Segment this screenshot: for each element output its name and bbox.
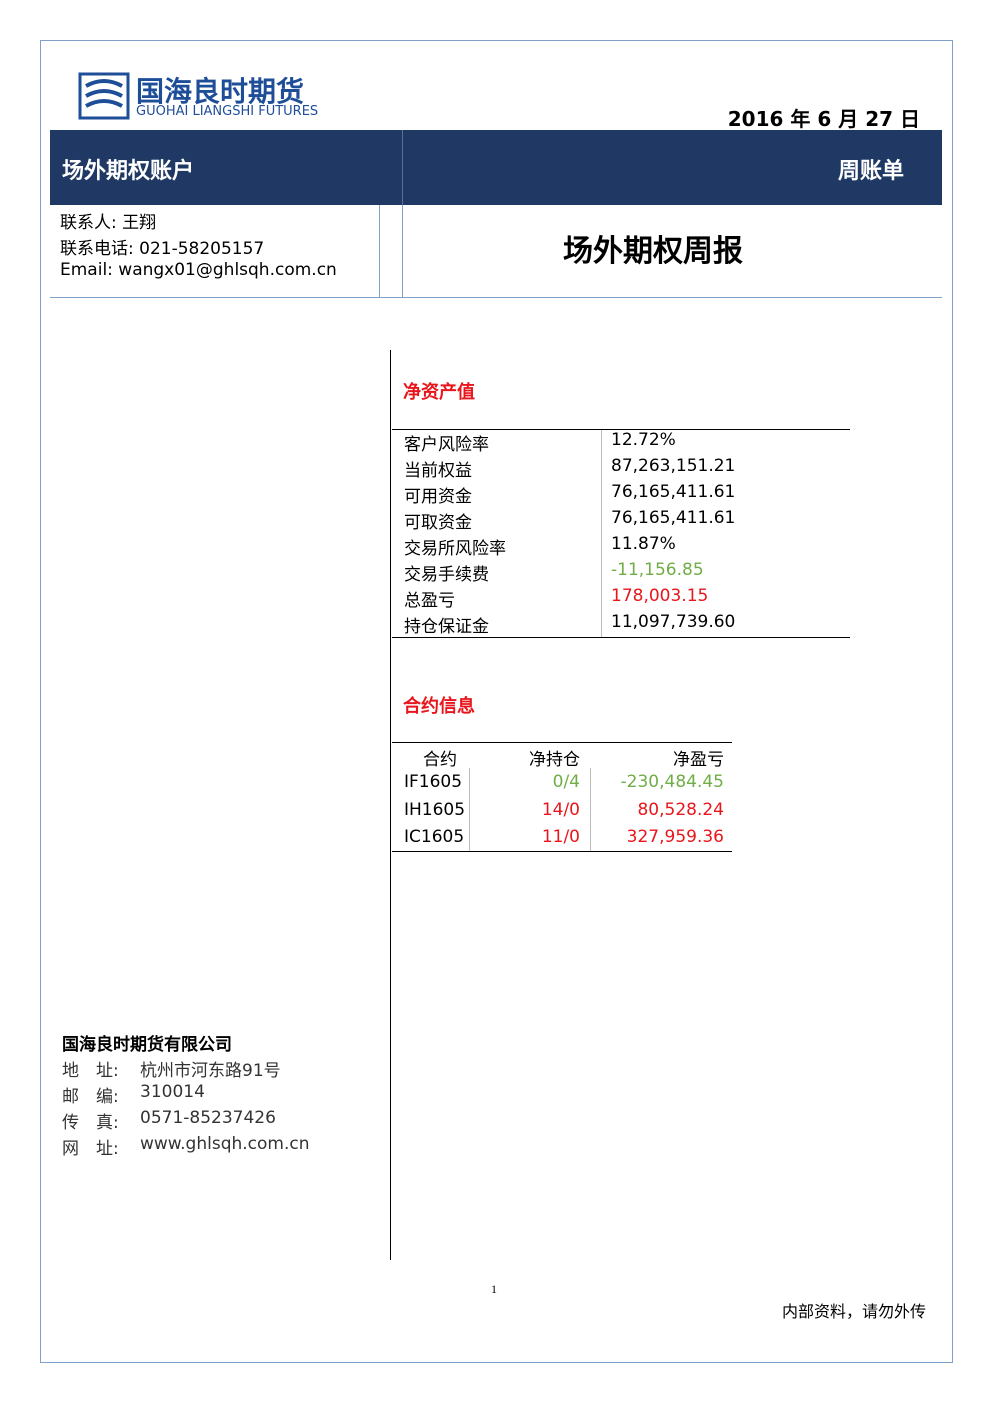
column-header: 净盈亏: [673, 750, 724, 770]
contact-line: Email: wangx01@ghlsqh.com.cn: [60, 260, 337, 280]
banner-divider: [402, 130, 403, 205]
section-title: 净资产值: [403, 382, 475, 403]
banner-right: 周账单: [837, 159, 904, 184]
banner-left: 场外期权账户: [62, 159, 195, 184]
report-title: 场外期权周报: [563, 234, 743, 269]
company-value: 310014: [140, 1082, 205, 1102]
row-label: 交易手续费: [404, 565, 489, 585]
table-rule: [601, 430, 602, 637]
contract-position: 0/4: [552, 772, 580, 792]
table-rule: [392, 429, 850, 430]
row-value: 11.87%: [611, 534, 676, 554]
contract-pnl: 80,528.24: [637, 799, 724, 820]
row-value: 11,097,739.60: [611, 612, 736, 632]
company-label: 网 址:: [62, 1139, 119, 1159]
contract-pnl: -230,484.45: [620, 772, 724, 792]
row-value: 76,165,411.61: [611, 508, 736, 528]
divider: [379, 205, 380, 298]
page-border: [40, 40, 953, 1363]
company-label: 地 址:: [62, 1061, 119, 1081]
contract-position: 11/0: [541, 827, 580, 847]
row-label: 交易所风险率: [404, 539, 506, 559]
column-divider: [390, 350, 391, 1260]
logo-en: GUOHAI LIANGSHI FUTURES: [136, 104, 319, 119]
table-rule: [392, 742, 732, 743]
contract-position: 14/0: [541, 799, 580, 820]
logo-icon: [78, 72, 130, 120]
row-value: 76,165,411.61: [611, 482, 736, 502]
row-label: 总盈亏: [404, 591, 455, 611]
row-value: 87,263,151.21: [611, 456, 736, 476]
contact-line: 联系人: 王翔: [60, 213, 157, 233]
company-value: www.ghlsqh.com.cn: [140, 1134, 310, 1154]
contract-name: IC1605: [404, 827, 465, 847]
row-label: 当前权益: [404, 461, 472, 481]
row-label: 持仓保证金: [404, 617, 489, 637]
table-rule: [392, 637, 850, 638]
company-label: 传 真:: [62, 1113, 119, 1133]
divider: [402, 205, 403, 298]
contract-pnl: 327,959.36: [626, 827, 724, 847]
company-name: 国海良时期货有限公司: [62, 1035, 232, 1055]
column-header: 合约: [423, 750, 457, 770]
row-value: -11,156.85: [611, 560, 704, 580]
footer-note: 内部资料，请勿外传: [781, 1302, 926, 1321]
row-label: 客户风险率: [404, 435, 489, 455]
row-label: 可取资金: [404, 513, 472, 533]
logo-cn: 国海良时期货: [136, 75, 305, 108]
row-value: 178,003.15: [611, 586, 709, 606]
row-value: 12.72%: [611, 430, 676, 450]
contract-name: IF1605: [404, 772, 463, 792]
contract-name: IH1605: [404, 799, 466, 820]
table-rule: [469, 768, 470, 851]
divider: [50, 297, 942, 298]
banner: [50, 130, 942, 205]
contact-line: 联系电话: 021-58205157: [60, 239, 265, 259]
company-value: 0571-85237426: [140, 1108, 276, 1128]
table-rule: [392, 851, 732, 852]
page-number: 1: [491, 1282, 497, 1296]
table-rule: [590, 768, 591, 851]
company-value: 杭州市河东路91号: [140, 1061, 281, 1081]
row-label: 可用资金: [404, 487, 472, 507]
company-label: 邮 编:: [62, 1087, 119, 1107]
section-title: 合约信息: [403, 696, 475, 717]
date: 2016 年 6 月 27 日: [727, 107, 920, 131]
column-header: 净持仓: [529, 750, 580, 770]
